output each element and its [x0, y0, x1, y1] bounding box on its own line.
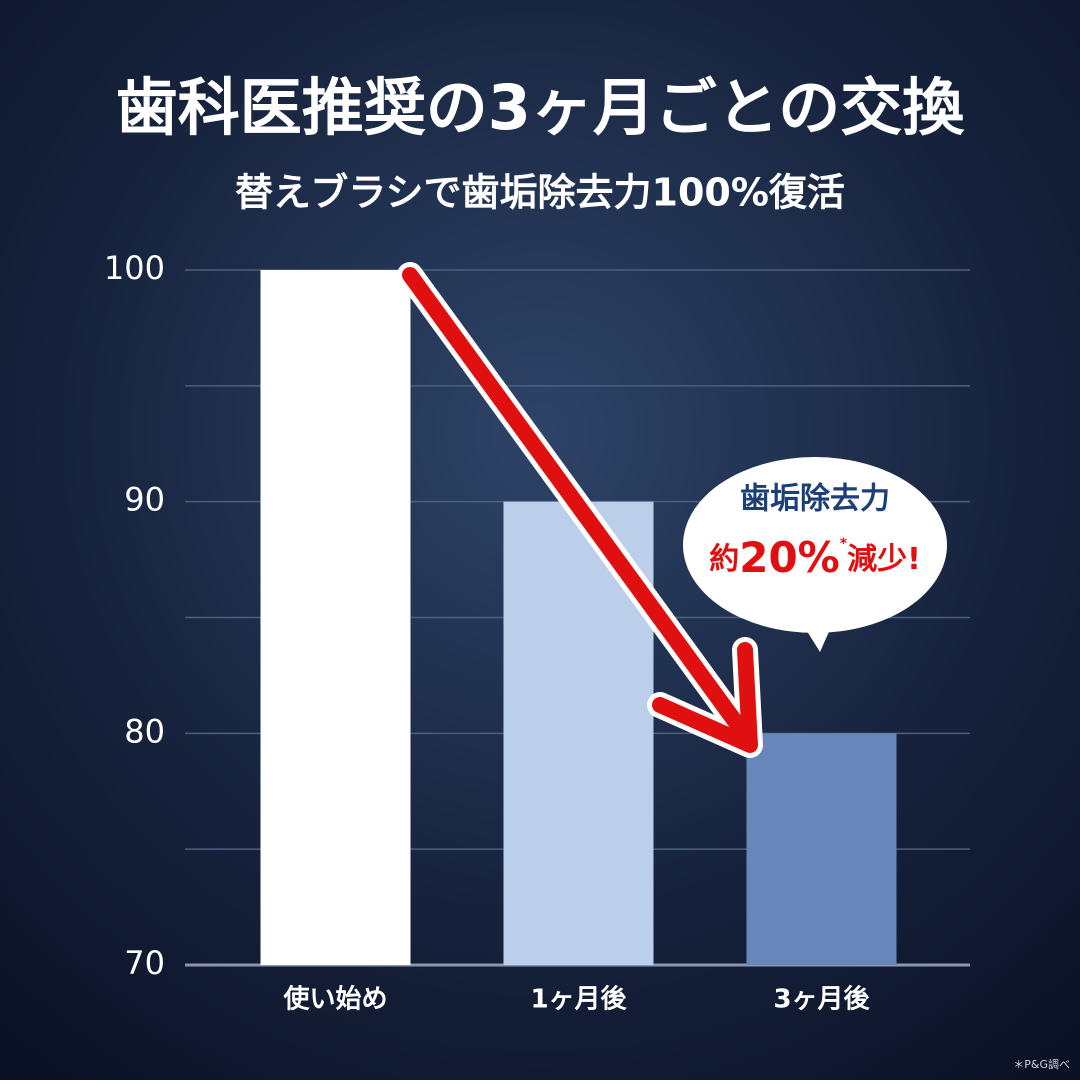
chart-title: 歯科医推奨の3ヶ月ごとの交換: [116, 71, 966, 144]
callout-line1: 歯垢除去力: [740, 482, 890, 517]
callout-highlight: 20%: [739, 533, 840, 582]
y-tick-label: 100: [104, 249, 165, 287]
y-tick-label: 80: [124, 712, 165, 750]
arrow: [397, 262, 763, 758]
x-tick-label: 1ヶ月後: [530, 984, 627, 1015]
chart-subtitle: 替えブラシで歯垢除去力100%復活: [235, 171, 845, 215]
callout-line2: 約20%*減少!: [709, 533, 921, 582]
x-tick-label: 使い始め: [282, 985, 387, 1015]
y-tick-label: 90: [124, 481, 165, 519]
footnote: ＊P&G調べ: [1013, 1057, 1070, 1071]
callout-suffix: 減少!: [847, 542, 921, 577]
callout-prefix: 約: [709, 542, 739, 577]
bar: [260, 270, 411, 965]
bar: [746, 733, 897, 965]
callout-mark: *: [840, 536, 848, 552]
y-tick-label: 70: [124, 944, 165, 982]
x-tick-label: 3ヶ月後: [773, 984, 870, 1015]
plot: 70 80 90 100 使い始め 1ヶ月後 3ヶ月後: [104, 249, 970, 1015]
callout: 歯垢除去力 約20%*減少!: [683, 457, 947, 652]
